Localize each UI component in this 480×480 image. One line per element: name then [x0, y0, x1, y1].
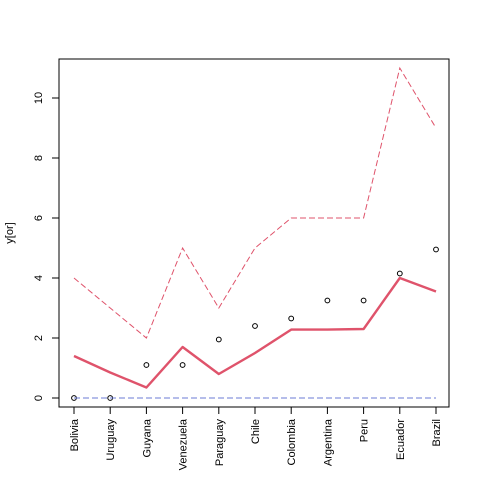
data-point: [324, 297, 331, 304]
y-axis-label: y[or]: [4, 222, 16, 243]
x-tick-label: Brazil: [431, 419, 443, 447]
data-point: [396, 270, 403, 277]
y-tick-label: 8: [33, 155, 45, 161]
x-tick-label: Uruguay: [105, 419, 117, 461]
x-tick-label: Paraguay: [214, 419, 226, 467]
x-tick-label: Ecuador: [395, 419, 407, 460]
x-tick-label: Chile: [250, 419, 262, 444]
data-point: [215, 336, 222, 343]
data-point: [433, 246, 439, 253]
y-tick-label: 6: [33, 215, 45, 221]
solid-line-series: [73, 276, 437, 389]
x-tick-label: Colombia: [286, 418, 298, 465]
series-layer: [71, 66, 439, 401]
x-tick-label: Bolivia: [69, 418, 81, 451]
y-axis: 0 2 4 6 8 10: [33, 92, 60, 401]
data-point: [252, 323, 258, 329]
dashed-line-series: [73, 66, 437, 339]
data-point: [288, 315, 295, 322]
data-point: [360, 297, 367, 304]
x-tick-label: Venezuela: [178, 418, 190, 470]
y-tick-label: 2: [33, 335, 45, 341]
y-tick-label: 4: [33, 275, 45, 281]
x-tick-label: Argentina: [322, 418, 334, 466]
y-tick-label: 0: [33, 395, 45, 401]
y-tick-label: 10: [33, 92, 45, 104]
x-axis: Bolivia Uruguay Guyana Venezuela Paraguay Chi…: [69, 406, 443, 470]
points-series: [71, 246, 439, 401]
x-tick-label: Guyana: [141, 418, 153, 457]
x-tick-label: Peru: [359, 419, 371, 442]
data-point: [143, 362, 150, 368]
data-point: [179, 362, 186, 368]
